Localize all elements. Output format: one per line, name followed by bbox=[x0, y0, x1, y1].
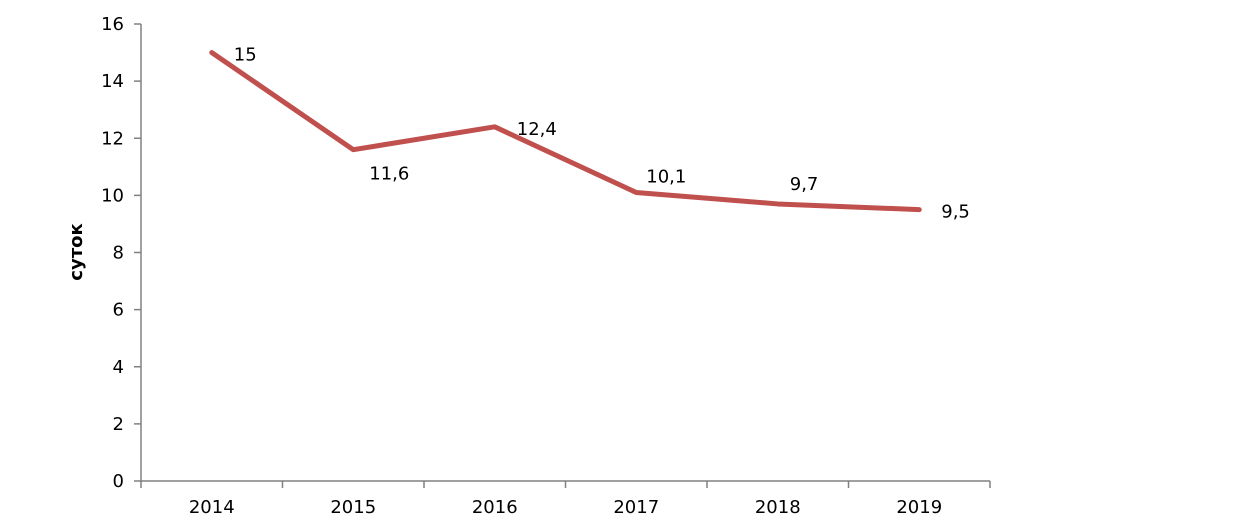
x-tick-label: 2014 bbox=[189, 497, 235, 518]
x-tick-label: 2019 bbox=[896, 497, 942, 518]
y-tick-label: 6 bbox=[113, 300, 124, 321]
data-label: 15 bbox=[234, 45, 257, 66]
x-tick-label: 2015 bbox=[330, 497, 376, 518]
data-label: 9,5 bbox=[941, 202, 970, 223]
data-label: 12,4 bbox=[517, 119, 557, 140]
y-axis-title: суток bbox=[66, 223, 87, 280]
y-tick-label: 14 bbox=[101, 71, 124, 92]
y-tick-label: 10 bbox=[101, 185, 124, 206]
x-tick-label: 2017 bbox=[613, 497, 659, 518]
data-label: 9,7 bbox=[790, 174, 819, 195]
y-tick-label: 2 bbox=[113, 414, 124, 435]
x-axis: 2014 2015 2016 2017 2018 2019 bbox=[140, 480, 991, 518]
x-tick-label: 2018 bbox=[755, 497, 801, 518]
series-line bbox=[209, 50, 922, 213]
x-tick-label: 2016 bbox=[472, 497, 518, 518]
series-group bbox=[209, 50, 922, 213]
data-label: 10,1 bbox=[646, 167, 686, 188]
data-labels: 15 11,6 12,4 10,1 9,7 9,5 bbox=[234, 45, 970, 223]
y-tick-label: 16 bbox=[101, 14, 124, 35]
y-tick-label: 4 bbox=[113, 357, 124, 378]
y-tick-label: 0 bbox=[113, 471, 124, 492]
y-tick-label: 8 bbox=[113, 243, 124, 264]
y-axis: 0 2 4 6 8 10 12 14 16 bbox=[101, 14, 142, 492]
y-tick-label: 12 bbox=[101, 128, 124, 149]
data-label: 11,6 bbox=[369, 164, 409, 185]
